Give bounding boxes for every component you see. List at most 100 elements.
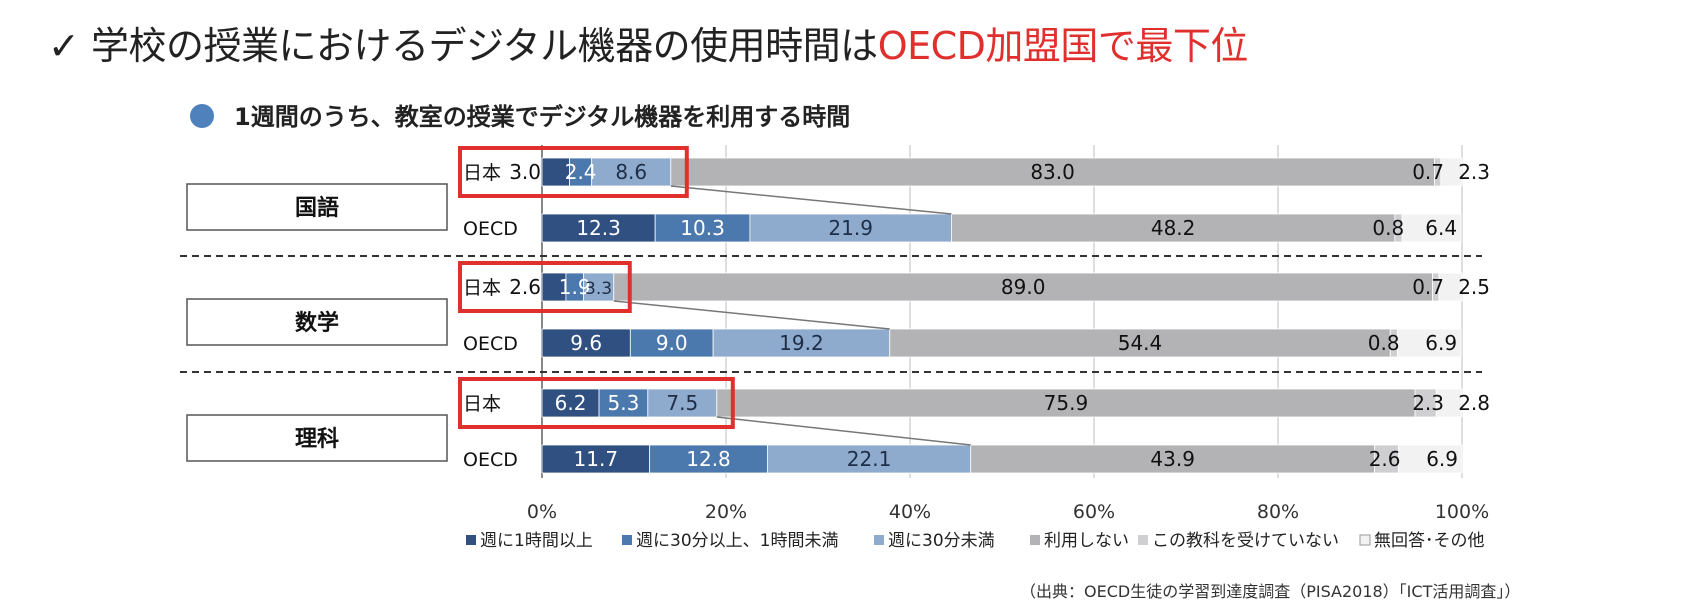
bar-segment <box>649 444 768 474</box>
data-label: 89.0 <box>1001 275 1046 299</box>
data-label: 0.7 <box>1412 160 1444 184</box>
data-label: 2.8 <box>1458 391 1490 415</box>
legend-label: 利用しない <box>1044 531 1129 551</box>
data-label: 9.0 <box>656 331 688 355</box>
data-label: 54.4 <box>1118 331 1163 355</box>
bar-segment <box>767 444 972 474</box>
bar-segment <box>629 328 714 358</box>
data-label: 2.4 <box>565 160 597 184</box>
check-icon: ✓ <box>48 24 80 68</box>
bar-segment <box>654 213 751 243</box>
subject-label: 理科 <box>295 427 339 452</box>
headline-accent: OECD加盟国で最下位 <box>877 24 1249 68</box>
chart-subtitle-text: 1週間のうち、教室の授業でデジタル機器を利用する時間 <box>234 103 851 131</box>
data-label: 48.2 <box>1151 216 1196 240</box>
connector-line <box>716 416 971 446</box>
data-label: 12.3 <box>576 216 621 240</box>
bar-segment <box>951 213 1396 243</box>
row-label: 日本 <box>463 393 501 415</box>
data-label: 83.0 <box>1030 160 1075 184</box>
connector-line <box>613 300 890 330</box>
data-label: 0.8 <box>1372 216 1404 240</box>
subject-box <box>186 183 448 231</box>
bar-segment <box>1440 157 1463 187</box>
row-label: OECD <box>463 449 518 471</box>
bar-segment <box>1398 444 1463 474</box>
bar-segment <box>541 328 631 358</box>
bar-segment <box>598 388 649 418</box>
data-label: 1.9 <box>559 275 591 299</box>
chart-subtitle: 1週間のうち、教室の授業でデジタル機器を利用する時間 <box>190 100 850 134</box>
data-label: 22.1 <box>847 447 892 471</box>
row-label: 日本 <box>463 277 501 299</box>
data-label: 8.6 <box>615 160 647 184</box>
data-label: 7.5 <box>666 391 698 415</box>
legend-swatch <box>1359 534 1371 546</box>
legend-swatch <box>466 535 476 545</box>
bar-segment <box>889 328 1391 358</box>
headline-main: 学校の授業におけるデジタル機器の使用時間は <box>90 24 878 68</box>
bullet-dot-icon <box>190 104 214 128</box>
tick-label: 20% <box>705 501 747 523</box>
tick-label: 60% <box>1073 501 1115 523</box>
source-note: （出典：OECD生徒の学習到達度調査（PISA2018）「ICT活用調査」） <box>1020 582 1521 601</box>
data-label: 3.3 <box>585 279 612 299</box>
bar-segment <box>1397 328 1462 358</box>
data-label: 19.2 <box>779 331 824 355</box>
highlight-box <box>458 146 689 198</box>
bar-segment <box>541 444 651 474</box>
bar-segment <box>541 213 656 243</box>
bar-segment <box>712 328 891 358</box>
bar-segment <box>1438 272 1463 302</box>
bar-segment <box>670 157 1435 187</box>
data-label: 9.6 <box>570 331 602 355</box>
data-label: 11.7 <box>574 447 619 471</box>
subject-label: 国語 <box>295 195 339 221</box>
bar-segment <box>716 388 1416 418</box>
highlight-box <box>458 377 735 429</box>
data-label: 6.9 <box>1426 447 1458 471</box>
bar-segment <box>541 388 600 418</box>
legend-swatch <box>1030 535 1040 545</box>
bar-segment <box>1435 388 1463 418</box>
data-label: 2.6 <box>509 275 541 299</box>
legend-label: この教科を受けていない <box>1152 531 1339 551</box>
subject-label: 数学 <box>295 310 339 336</box>
data-label: 2.3 <box>1458 160 1490 184</box>
data-label: 2.3 <box>1412 391 1444 415</box>
data-label: 0.7 <box>1412 275 1444 299</box>
tick-label: 100% <box>1435 501 1489 523</box>
connector-line <box>670 185 952 215</box>
data-label: 2.5 <box>1458 275 1490 299</box>
row-label: 日本 <box>463 162 501 184</box>
data-label: 10.3 <box>680 216 725 240</box>
data-label: 6.9 <box>1425 331 1457 355</box>
tick-label: 0% <box>527 501 557 523</box>
legend-label: 週に30分未満 <box>888 531 995 551</box>
bar-segment <box>591 157 672 187</box>
legend-swatch <box>1138 535 1148 545</box>
legend-swatch <box>622 535 632 545</box>
row-label: OECD <box>463 333 518 355</box>
data-label: 3.0 <box>509 160 541 184</box>
data-label: 5.3 <box>608 391 640 415</box>
tick-label: 80% <box>1257 501 1299 523</box>
highlight-box <box>458 261 632 313</box>
data-label: 21.9 <box>828 216 873 240</box>
data-label: 6.4 <box>1425 216 1457 240</box>
tick-label: 40% <box>889 501 931 523</box>
legend-swatch <box>874 535 884 545</box>
bar-segment <box>1401 213 1462 243</box>
row-label: OECD <box>463 218 518 240</box>
bar-segment <box>541 157 571 187</box>
data-label: 2.6 <box>1369 447 1401 471</box>
data-label: 0.8 <box>1368 331 1400 355</box>
headline: ✓ 学校の授業におけるデジタル機器の使用時間はOECD加盟国で最下位 <box>48 18 1248 74</box>
legend-label: 週に30分以上、1時間未満 <box>636 531 838 551</box>
data-label: 43.9 <box>1150 447 1195 471</box>
data-label: 12.8 <box>686 447 731 471</box>
data-label: 6.2 <box>555 391 587 415</box>
legend-label: 週に1時間以上 <box>480 531 593 551</box>
subject-box <box>186 414 448 462</box>
